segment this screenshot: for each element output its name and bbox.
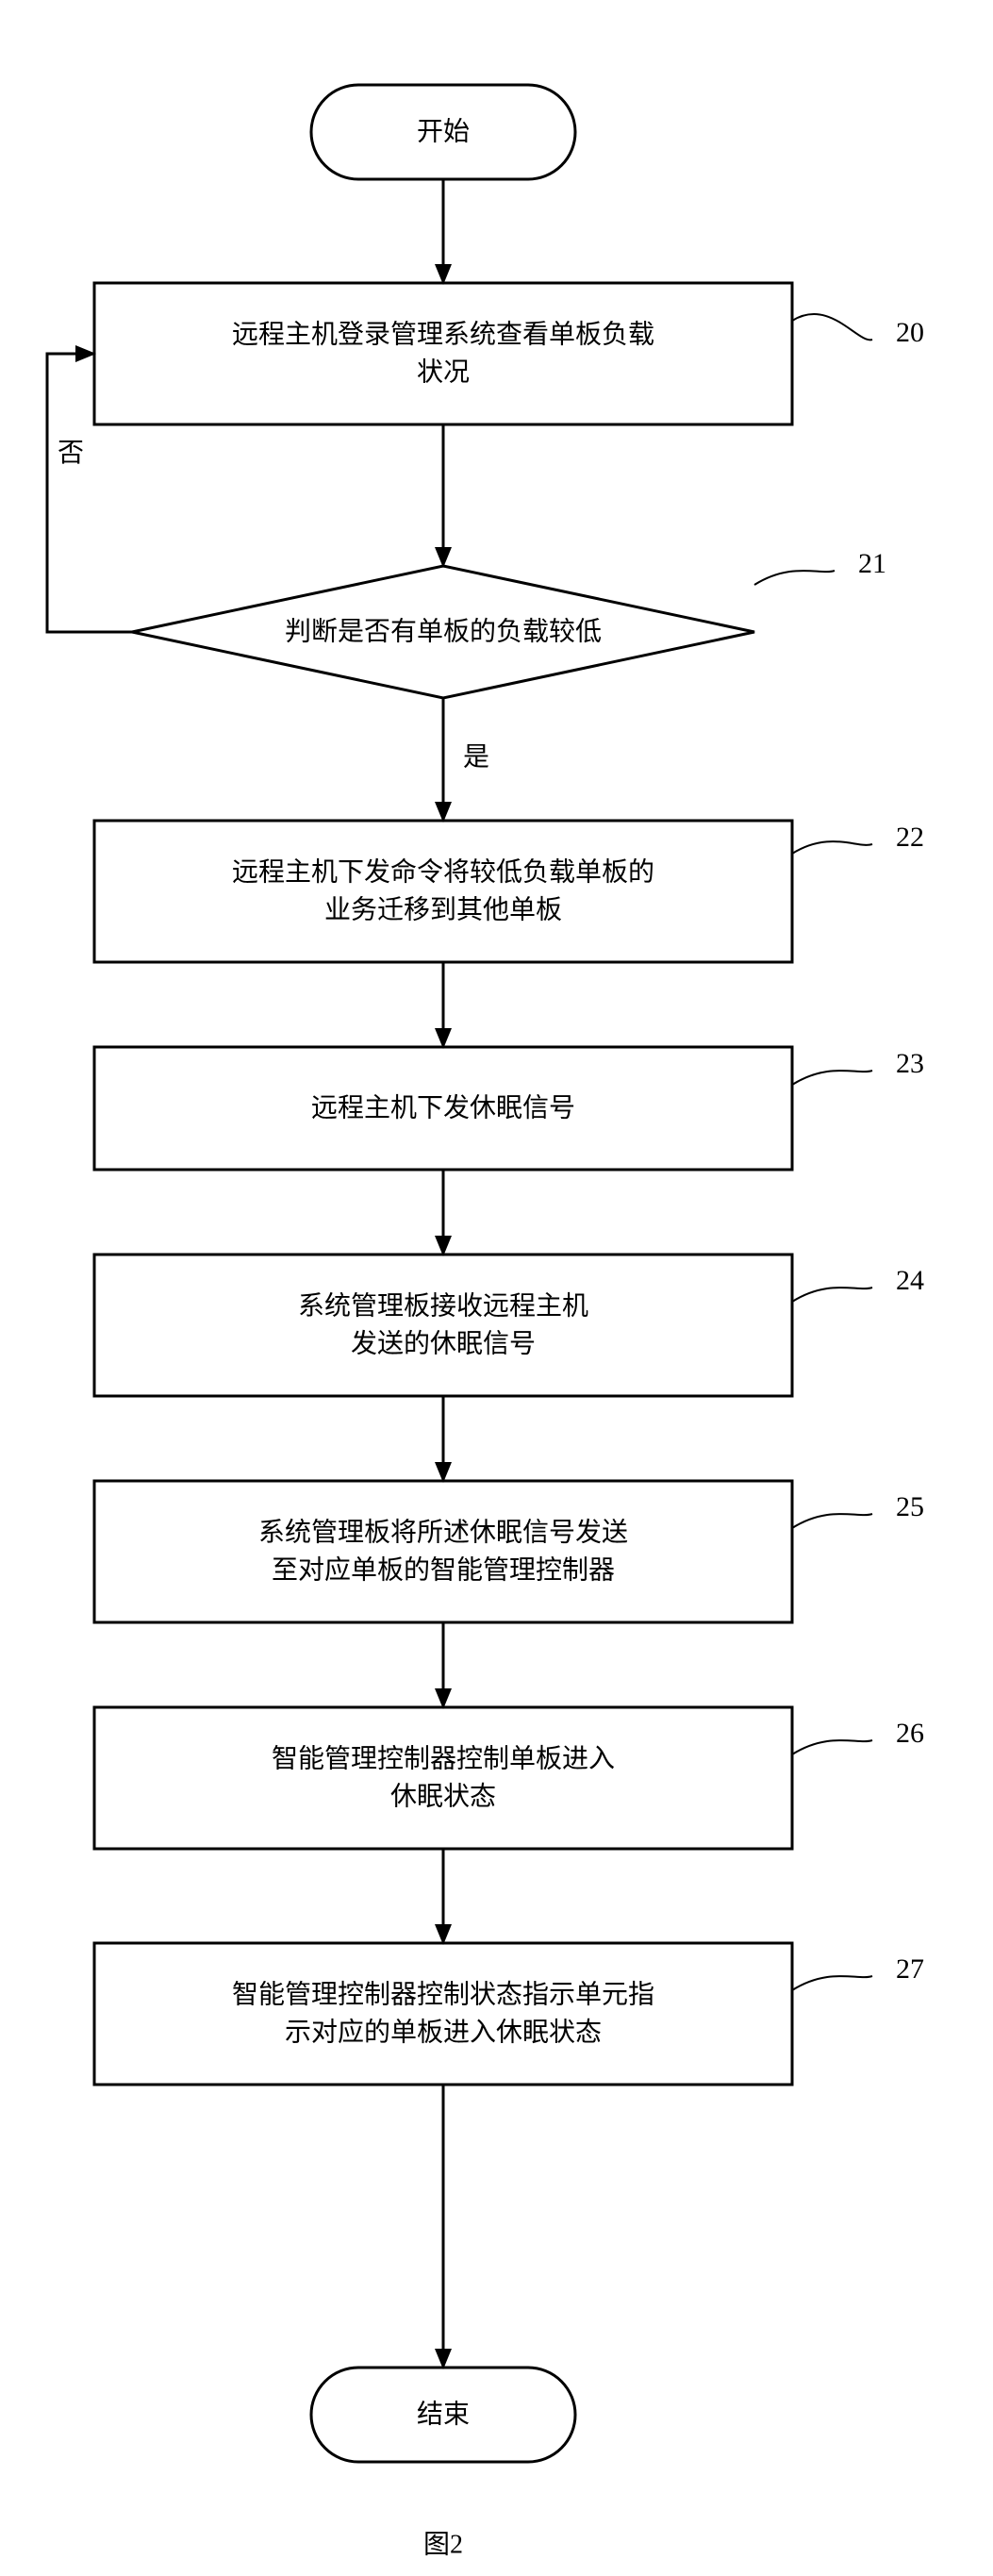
- ref-leader-26: [792, 1740, 872, 1754]
- ref-label-23: 23: [896, 1048, 924, 1079]
- process-24-line0: 系统管理板接收远程主机: [298, 1290, 588, 1321]
- process-22-line1: 业务迁移到其他单板: [324, 894, 562, 924]
- process-22-line0: 远程主机下发命令将较低负载单板的: [232, 856, 654, 887]
- ref-label-26: 26: [896, 1718, 924, 1749]
- process-23-line0: 远程主机下发休眠信号: [311, 1092, 575, 1122]
- ref-leader-23: [792, 1071, 872, 1085]
- process-26-line0: 智能管理控制器控制单板进入: [272, 1743, 615, 1773]
- process-25: [94, 1481, 792, 1622]
- ref-label-24: 24: [896, 1265, 924, 1296]
- ref-leader-24: [792, 1288, 872, 1302]
- process-27: [94, 1943, 792, 2085]
- process-22: [94, 821, 792, 962]
- process-20-line1: 状况: [417, 357, 470, 387]
- process-26: [94, 1707, 792, 1849]
- start-terminator-label: 开始: [417, 116, 470, 146]
- process-20-line0: 远程主机登录管理系统查看单板负载: [232, 319, 654, 349]
- process-24-line1: 发送的休眠信号: [351, 1328, 536, 1358]
- ref-leader-21: [754, 571, 835, 585]
- process-27-line0: 智能管理控制器控制状态指示单元指: [232, 1979, 654, 2009]
- process-24: [94, 1255, 792, 1396]
- process-25-line0: 系统管理板将所述休眠信号发送: [258, 1517, 628, 1547]
- process-20: [94, 283, 792, 424]
- ref-leader-20: [792, 314, 872, 340]
- yes-label: 是: [463, 742, 489, 772]
- ref-label-21: 21: [858, 548, 886, 579]
- ref-leader-25: [792, 1514, 872, 1528]
- decision-21-text: 判断是否有单板的负载较低: [285, 616, 602, 646]
- flowchart-canvas: 开始结束 远程主机登录管理系统查看单板负载状况远程主机下发命令将较低负载单板的业务…: [0, 0, 993, 2576]
- process-27-line1: 示对应的单板进入休眠状态: [285, 2017, 602, 2047]
- ref-label-20: 20: [896, 317, 924, 348]
- ref-leader-22: [792, 841, 872, 854]
- ref-label-22: 22: [896, 822, 924, 853]
- ref-label-25: 25: [896, 1491, 924, 1522]
- process-26-line1: 休眠状态: [390, 1781, 496, 1811]
- no-label: 否: [58, 439, 84, 468]
- end-terminator-label: 结束: [417, 2399, 470, 2429]
- figure-caption: 图2: [423, 2530, 463, 2559]
- ref-leader-27: [792, 1976, 872, 1990]
- ref-label-27: 27: [896, 1953, 924, 1985]
- process-25-line1: 至对应单板的智能管理控制器: [272, 1554, 615, 1585]
